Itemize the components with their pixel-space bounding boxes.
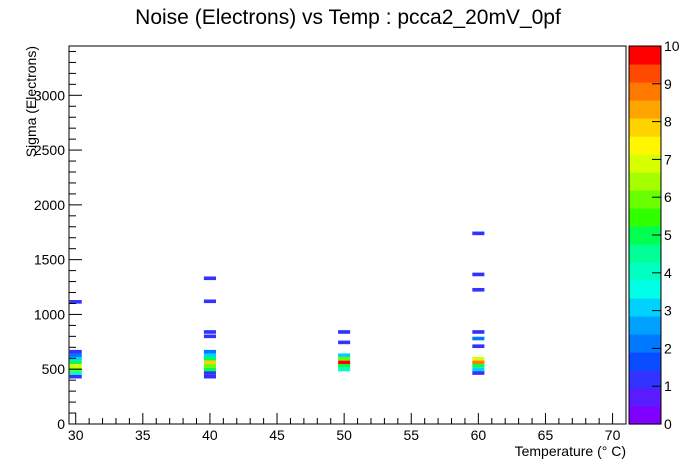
- color-scale-tick-label: 4: [664, 265, 672, 281]
- color-scale-swatch: [629, 370, 661, 389]
- heatmap-cell: [338, 357, 351, 361]
- y-tick-label: 500: [42, 361, 66, 377]
- x-tick-label: 30: [68, 427, 84, 443]
- heatmap-cell: [69, 364, 82, 368]
- heatmap-cell: [203, 360, 216, 365]
- heatmap-cell: [472, 344, 485, 349]
- color-scale-swatch: [629, 208, 661, 227]
- color-scale-swatch: [629, 226, 661, 245]
- y-tick-label: 3000: [34, 87, 65, 103]
- color-scale-swatch: [629, 334, 661, 353]
- heatmap-cell: [472, 287, 485, 292]
- heatmap-cell: [69, 349, 82, 354]
- color-scale-tick-label: 0: [664, 416, 672, 432]
- x-tick-label: 35: [135, 427, 151, 443]
- heatmap-cell: [69, 357, 82, 361]
- color-scale-tick-label: 1: [664, 378, 672, 394]
- chart-title: Noise (Electrons) vs Temp : pcca2_20mV_0…: [135, 6, 561, 29]
- color-scale-tick-label: 2: [664, 340, 672, 356]
- x-axis: 30 35 40 45 50 55 60 65 70: [68, 413, 627, 443]
- heatmap-cell: [69, 371, 82, 375]
- color-scale-swatch: [629, 172, 661, 191]
- x-axis-label: Temperature (° C): [515, 443, 626, 459]
- heatmap-cell: [472, 357, 485, 361]
- heatmap-cell: [472, 371, 485, 375]
- color-scale-tick-label: 10: [664, 38, 680, 54]
- heatmap-cell: [203, 349, 216, 354]
- color-scale-swatch: [629, 316, 661, 335]
- x-tick-label: 40: [202, 427, 218, 443]
- x-tick-label: 50: [336, 427, 352, 443]
- color-scale-swatch: [629, 154, 661, 173]
- heatmap-cell: [203, 276, 216, 281]
- y-axis: 0 500 1000 1500 2000 2500 3000: [34, 50, 82, 432]
- color-scale-tick-label: 9: [664, 76, 672, 92]
- heatmap-cell: [338, 367, 351, 372]
- color-scale-tick-label: 8: [664, 114, 672, 130]
- heatmap-cell: [69, 353, 82, 358]
- heatmap-cell: [338, 360, 351, 365]
- heatmap-cell: [203, 353, 216, 358]
- x-tick-label: 60: [471, 427, 487, 443]
- color-scale-tick-label: 7: [664, 151, 672, 167]
- color-scale-swatch: [629, 82, 661, 101]
- heatmap-cell: [69, 300, 82, 304]
- color-scale-tick-label: 3: [664, 303, 672, 319]
- heatmap-cell: [472, 367, 485, 372]
- heatmap-cell: [203, 367, 216, 372]
- color-scale-tick-label: 6: [664, 189, 672, 205]
- heatmap-cell: [338, 340, 351, 345]
- heatmap-cell: [203, 374, 216, 379]
- heatmap-cell: [203, 334, 216, 339]
- heatmap-cell: [203, 357, 216, 361]
- color-scale-swatch: [629, 118, 661, 137]
- heatmap-cell: [338, 353, 351, 358]
- heatmap-cell: [338, 330, 351, 334]
- color-scale-swatch: [629, 388, 661, 407]
- y-tick-label: 2500: [34, 142, 65, 158]
- heatmap-cell: [69, 374, 82, 379]
- heatmap-cell: [472, 336, 485, 341]
- color-scale-swatch: [629, 136, 661, 155]
- heatmap-cell: [472, 272, 485, 277]
- heatmap-cell: [203, 330, 216, 334]
- y-tick-label: 1000: [34, 306, 65, 322]
- x-tick-label: 65: [538, 427, 554, 443]
- heatmap-cell: [203, 364, 216, 368]
- color-scale-swatch: [629, 244, 661, 263]
- color-scale-swatch: [629, 406, 661, 425]
- cells-layer: [69, 231, 485, 379]
- color-scale-swatch: [629, 262, 661, 281]
- color-scale: 0 1 2 3 4 5 6 7 8 9 10: [628, 38, 680, 432]
- color-scale-swatch: [629, 46, 661, 65]
- y-axis-label: Sigma (Electrons): [23, 46, 39, 157]
- heatmap-cell: [472, 360, 485, 365]
- color-scale-tick-label: 5: [664, 227, 672, 243]
- y-tick-label: 1500: [34, 252, 65, 268]
- heatmap-cell: [338, 364, 351, 368]
- heatmap-cell: [472, 364, 485, 368]
- color-scale-swatch: [629, 100, 661, 119]
- heatmap-cell: [472, 330, 485, 334]
- color-scale-swatch: [629, 280, 661, 299]
- color-scale-swatch: [629, 190, 661, 209]
- x-tick-label: 45: [269, 427, 285, 443]
- color-scale-swatch: [629, 352, 661, 371]
- x-tick-label: 55: [403, 427, 419, 443]
- color-scale-swatch: [629, 298, 661, 317]
- y-tick-label: 2000: [34, 197, 65, 213]
- x-tick-label: 70: [605, 427, 621, 443]
- heatmap-cell: [203, 299, 216, 304]
- y-tick-label: 0: [57, 416, 65, 432]
- heatmap-cell: [203, 371, 216, 375]
- heatmap-cell: [69, 360, 82, 365]
- heatmap-cell: [472, 231, 485, 236]
- color-scale-swatch: [629, 64, 661, 83]
